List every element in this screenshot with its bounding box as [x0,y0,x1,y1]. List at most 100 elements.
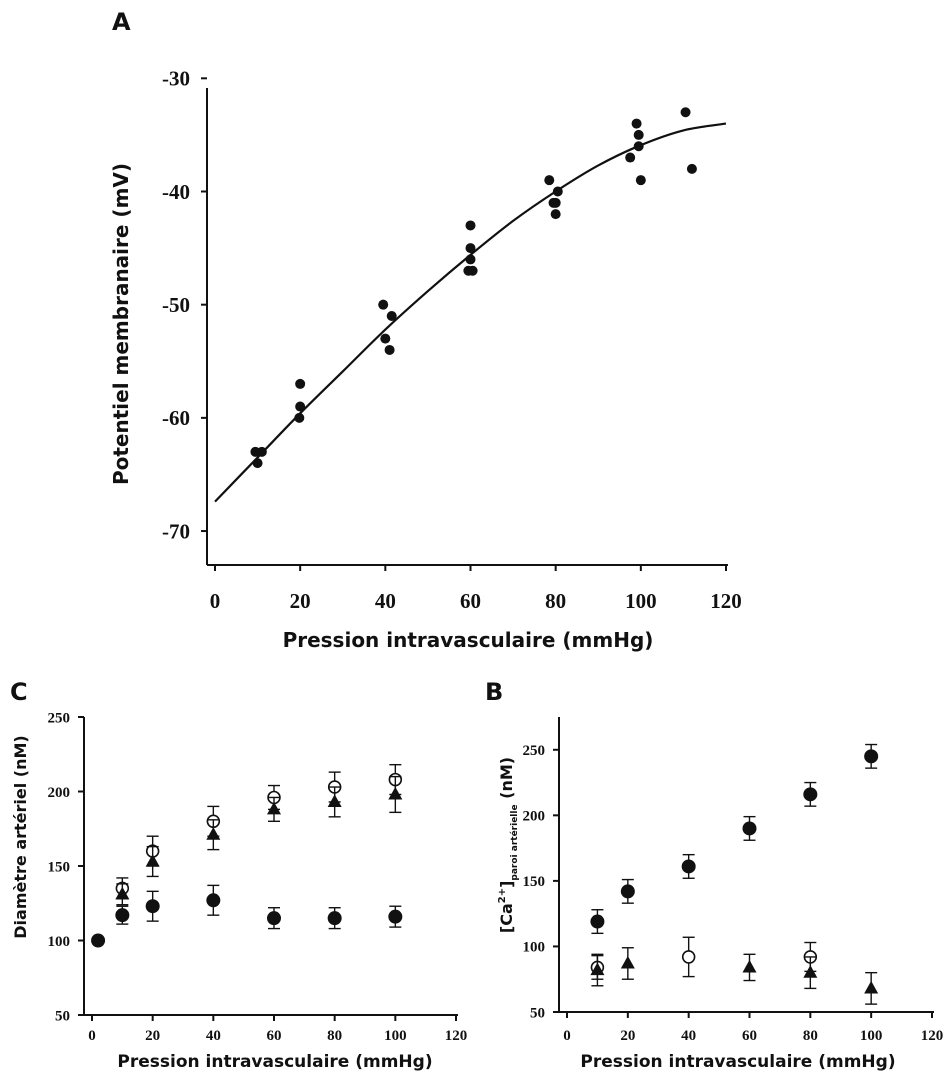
panel-a-xtick-label: 20 [290,589,311,613]
panel-b-data-point [620,955,635,969]
panel-b-points [590,743,879,1005]
panel-b-xlabel: Pression intravasculaire (mmHg) [580,1052,895,1072]
panel-label-b: B [485,678,503,706]
panel-c-xtick-label: 40 [206,1028,221,1044]
panel-a-data-point [384,344,395,355]
panel-label-a: A [112,8,131,36]
panel-a-data-point [295,378,306,389]
panel-a-data-point [686,163,697,174]
panel-a-data-point [250,446,261,457]
panel-b-data-point [742,821,757,836]
panel-a-xtick-label: 40 [375,589,396,613]
panel-a-data-point [550,209,561,220]
panel-c-ytick-label: 100 [48,934,71,950]
panel-a-xtick-label: 60 [460,589,481,613]
panel-c-xtick-label: 0 [88,1028,96,1044]
panel-a-data-point [386,311,397,321]
panel-c-ytick-label: 250 [48,710,71,726]
panel-b-xtick-label: 80 [803,1028,818,1044]
panel-c-data-point [206,893,221,908]
panel-b-data-point [864,980,879,994]
panel-b-ytick-label: 250 [523,743,546,759]
panel-c-data-point [388,909,403,924]
panel-c-axes [83,717,458,1016]
panel-c-data-point [115,886,130,900]
panel-a-data-point [548,197,559,208]
panel-a-data-point [631,118,642,129]
panel-b-xtick-label: 20 [620,1028,635,1044]
panel-b-ylabel-main: [Ca [497,903,516,933]
panel-c-data-point [327,911,342,926]
panel-c-chart: 50 100 150 200 250 0 20 40 60 80 100 120 Pression … [11,710,467,1072]
panel-b-yticks: 50 100 150 200 250 [523,743,559,1021]
panel-b-ytick-label: 200 [523,809,546,825]
panel-b-data-point [620,884,635,899]
panel-a-ytick-label: -30 [162,67,190,91]
panel-a-data-point [625,152,636,163]
panel-a-ytick-label: -40 [162,180,190,204]
panel-c-data-point [388,786,403,800]
panel-a-data-point [635,175,646,186]
panel-c-points [91,763,403,948]
panel-c-data-point [145,899,160,914]
panel-b-data-point [681,859,696,874]
panel-c-data-point [267,801,281,815]
panel-a-data-point [378,299,389,310]
panel-b-ytick-label: 50 [530,1005,545,1021]
panel-b-ylabel-unit: (nM) [497,757,516,805]
panel-c-data-point [206,827,221,840]
panel-a-axes [206,88,728,566]
panel-b-xtick-label: 40 [681,1028,696,1044]
panel-c-data-point [145,853,160,867]
panel-a-chart: -70 -60 -50 -40 -30 0 20 40 60 80 100 120 Pression… [109,67,742,652]
panel-c-xticks: 0 20 40 60 80 100 120 [88,1015,467,1044]
panel-c-ytick-label: 50 [55,1008,70,1024]
panel-a-data-point [633,141,644,152]
panel-a-yticks: -70 -60 -50 -40 -30 [162,67,207,543]
panel-b-xtick-label: 120 [921,1028,944,1044]
panel-a-points [250,107,697,469]
panel-c-yticks: 50 100 150 200 250 [48,710,84,1024]
panel-a-data-point [295,401,306,412]
panel-b-ylabel: [Ca2+]paroi artérielle (nM) [497,757,520,933]
panel-a-data-point [465,254,476,265]
panel-a-data-point [680,107,691,118]
panel-c-xtick-label: 60 [267,1028,282,1044]
panel-b-ylabel-close: ] [497,881,516,888]
panel-c-xtick-label: 20 [145,1028,160,1044]
panel-b-data-point [590,962,605,976]
panel-c-xtick-label: 80 [327,1028,342,1044]
panel-b-xtick-label: 100 [860,1028,883,1044]
panel-a-data-point [544,175,555,186]
panel-b-xtick-label: 0 [563,1028,571,1044]
panel-b-chart: 50 100 150 200 250 0 20 40 60 80 100 120 Pression … [497,717,943,1072]
panel-a-xticks: 0 20 40 60 80 100 120 [210,565,742,613]
panel-b-xtick-label: 60 [742,1028,757,1044]
panel-a-xtick-label: 100 [625,589,657,613]
panel-a-data-point [294,412,305,423]
panel-a-data-point [380,333,391,344]
panel-b-ytick-label: 150 [523,874,546,890]
panel-b-data-point [803,787,818,802]
panel-a-ylabel: Potentiel membranaire (mV) [109,163,133,485]
panel-label-c: C [10,678,28,706]
panel-c-xtick-label: 100 [384,1028,407,1044]
panel-a-data-point [465,220,476,231]
panel-a-xtick-label: 120 [710,589,742,613]
panel-c-data-point [115,908,130,923]
panel-b-ytick-label: 100 [523,940,546,956]
panel-c-data-point [91,933,106,948]
panel-b-xticks: 0 20 40 60 80 100 120 [563,1012,943,1044]
panel-b-ylabel-sub: paroi artérielle [509,804,520,880]
panel-c-xlabel: Pression intravasculaire (mmHg) [117,1052,432,1072]
panel-a-data-point [252,458,263,469]
panel-c-ytick-label: 200 [48,785,71,801]
panel-b-data-point [864,749,879,764]
panel-c-xtick-label: 120 [445,1028,468,1044]
panel-a-ytick-label: -50 [162,293,190,317]
panel-b-data-point [681,950,696,964]
panel-c-ytick-label: 150 [48,859,71,875]
panel-a-data-point [552,186,563,197]
panel-b-data-point [590,914,605,929]
